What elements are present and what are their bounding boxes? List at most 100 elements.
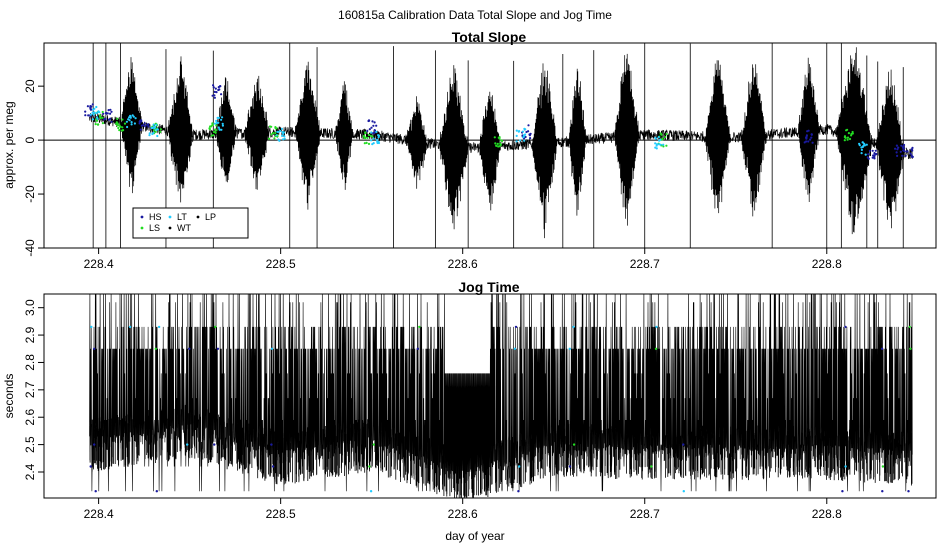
point-marker [654,347,658,350]
point-hs [875,152,878,156]
point-lt [93,111,96,114]
point-hs [147,125,150,128]
point-hs [211,94,214,97]
point-ls [367,142,371,145]
point-ls [364,132,367,135]
point-marker [213,443,216,446]
point-hs [219,85,222,88]
point-hs [872,154,875,157]
point-ls [272,132,275,135]
y-axis-total-slope: -40 -20 0 20 [23,79,44,257]
point-lt [221,124,224,127]
x-tick-label: 228.4 [84,257,114,271]
y-tick-label: 20 [23,79,37,93]
series-line-total-slope [89,47,913,239]
point-hs [873,152,876,155]
point-marker [128,325,132,329]
point-ls [851,132,854,135]
point-lt [156,134,159,138]
point-lt [152,123,155,126]
point-hs [138,122,141,125]
point-ls [121,118,124,121]
point-ls [212,134,215,137]
point-hs [373,129,376,132]
point-lt [134,117,137,120]
point-lt [282,138,285,141]
plot-frame-total-slope [43,42,937,249]
point-lt [524,133,527,136]
point-ls [494,142,497,145]
point-hs [529,132,532,135]
point-lt [515,129,518,132]
point-marker [368,465,371,468]
point-lt [376,138,379,141]
point-marker [572,325,575,329]
point-lt [372,137,375,140]
point-hs [213,94,216,97]
point-hs [868,149,872,152]
point-hs [810,133,813,136]
y-tick-label: -20 [23,185,37,203]
point-marker [90,325,93,329]
point-hs [874,149,877,152]
x-axis-total-slope: 228.4 228.5 228.6 228.7 228.8 [84,248,842,271]
point-ls [116,122,119,125]
point-marker [518,465,521,468]
point-lt [95,112,98,115]
point-ls [843,139,846,142]
point-ls [365,141,368,144]
point-hs [903,150,906,153]
point-marker [270,443,273,446]
point-hs [107,118,110,121]
point-hs [87,114,90,117]
x-tick-label: 228.7 [630,507,660,521]
xlabel: day of year [445,529,504,543]
point-hs [903,147,906,150]
point-marker [270,347,274,350]
point-ls [116,124,119,127]
point-hs [899,150,902,153]
x-tick-label: 228.4 [84,507,114,521]
point-ls [118,129,121,132]
point-lt [281,134,284,137]
point-lt [215,121,218,125]
point-ls [498,145,501,148]
point-marker [154,347,157,350]
point-marker [93,443,96,446]
x-tick-label: 228.5 [266,507,296,521]
point-hs [139,128,142,131]
point-lt [215,119,218,122]
point-hs [91,103,94,106]
point-ls [99,116,102,120]
point-lt [370,139,373,142]
point-hs [109,112,112,115]
point-marker [517,490,520,493]
y-tick-label: 2.8 [23,354,37,371]
ylabel-total-slope: approx. per meg [2,101,16,188]
legend-box [132,207,249,239]
point-lt [860,152,863,155]
point-hs [903,143,906,147]
point-ls [119,125,122,128]
point-lt [655,143,659,146]
point-lt [865,143,868,146]
y-axis-jog-time: 2.4 2.5 2.6 2.7 2.8 2.9 3.0 [23,299,44,480]
point-hs [372,124,375,127]
point-hs [212,84,215,87]
legend: HS LT LP LS WT [132,207,249,239]
point-lt [155,123,158,126]
point-ls [495,144,498,147]
panel-jog-time: Jog Time 228.4 228.5 228.6 228.7 228.8 2.42.… [2,279,937,521]
point-ls [268,137,271,140]
point-marker [157,325,161,329]
point-marker [907,490,910,493]
point-ls [498,136,501,139]
point-marker [416,347,419,350]
point-hs [524,135,527,139]
point-hs [375,124,378,127]
point-ls [371,135,374,138]
point-lt [89,113,92,116]
point-lt [515,140,518,143]
point-marker [94,490,97,493]
point-hs [146,123,149,126]
